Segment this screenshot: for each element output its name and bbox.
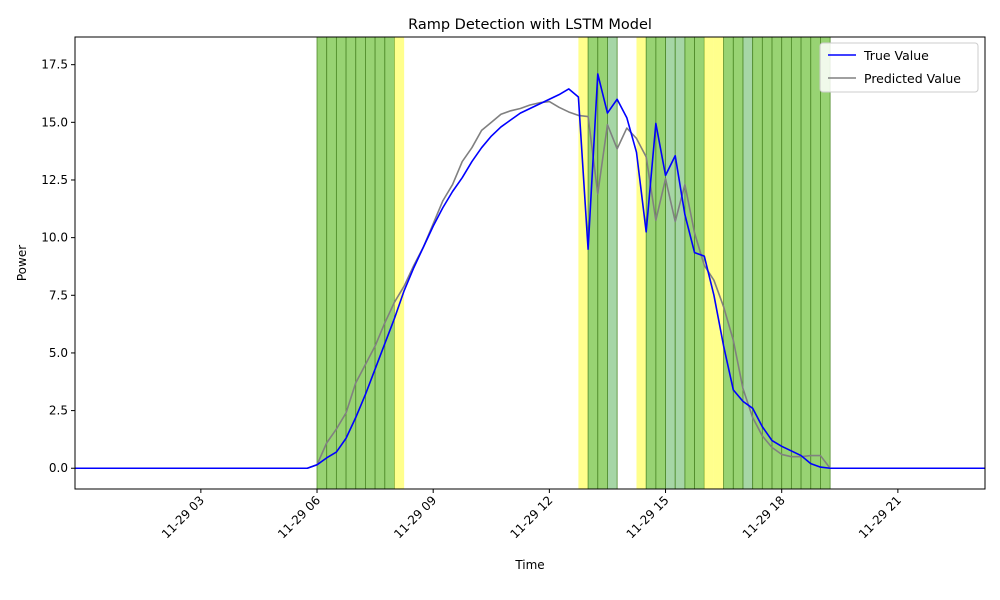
chart-title: Ramp Detection with LSTM Model (408, 17, 652, 33)
ramp-band-28 (781, 36, 792, 490)
ramp-band-0 (316, 36, 328, 490)
y-axis-label: Power (15, 245, 29, 281)
ramp-band-8 (394, 37, 405, 489)
y-tick-label: 15.0 (41, 115, 68, 129)
ramp-band-17 (674, 36, 686, 490)
y-tick-label: 2.5 (49, 404, 68, 418)
y-tick-label: 12.5 (41, 173, 68, 187)
ramp-band-13 (636, 37, 647, 489)
y-axis-ticks: 0.0 2.5 5.0 7.5 10.0 12.5 15.0 17.5 (41, 58, 75, 475)
y-tick-label: 7.5 (49, 288, 68, 302)
series-lines (75, 73, 985, 470)
ramp-band-7 (384, 36, 395, 490)
legend-label-true-value: True Value (863, 48, 929, 63)
legend-box (819, 42, 979, 93)
y-tick-label: 17.5 (41, 58, 68, 72)
y-tick-label: 5.0 (49, 346, 68, 360)
ramp-band-29 (790, 36, 802, 490)
ramp-band-9 (578, 37, 589, 489)
ramp-band-27 (771, 36, 783, 490)
ramp-band-18 (684, 36, 695, 490)
y-tick-label: 10.0 (41, 231, 68, 245)
series-line-predicted-value (75, 100, 985, 470)
plot-frame (74, 36, 986, 490)
ramp-band-23 (732, 36, 744, 490)
y-tick-label: 0.0 (49, 461, 68, 475)
ramp-band-24 (742, 36, 754, 490)
ramp-band-16 (665, 36, 676, 490)
ramp-band-30 (800, 36, 812, 490)
ramp-band-5 (365, 36, 376, 490)
ramp-band-32 (820, 36, 831, 490)
ramp-band-4 (355, 36, 366, 490)
ramp-band-14 (645, 36, 657, 490)
ramp-band-20 (704, 37, 714, 489)
ramp-band-22 (723, 36, 734, 490)
legend-label-predicted-value: Predicted Value (864, 71, 961, 86)
ramp-band-21 (713, 37, 724, 489)
ramp-band-1 (326, 36, 337, 490)
legend: True Value Predicted Value (819, 42, 979, 93)
ramp-band-6 (374, 36, 386, 490)
ramp-band-31 (810, 36, 821, 490)
ramp-band-26 (761, 36, 773, 490)
series-line-true-value (75, 73, 985, 470)
ramp-band-15 (655, 36, 666, 490)
x-axis-label: Time (514, 558, 544, 572)
